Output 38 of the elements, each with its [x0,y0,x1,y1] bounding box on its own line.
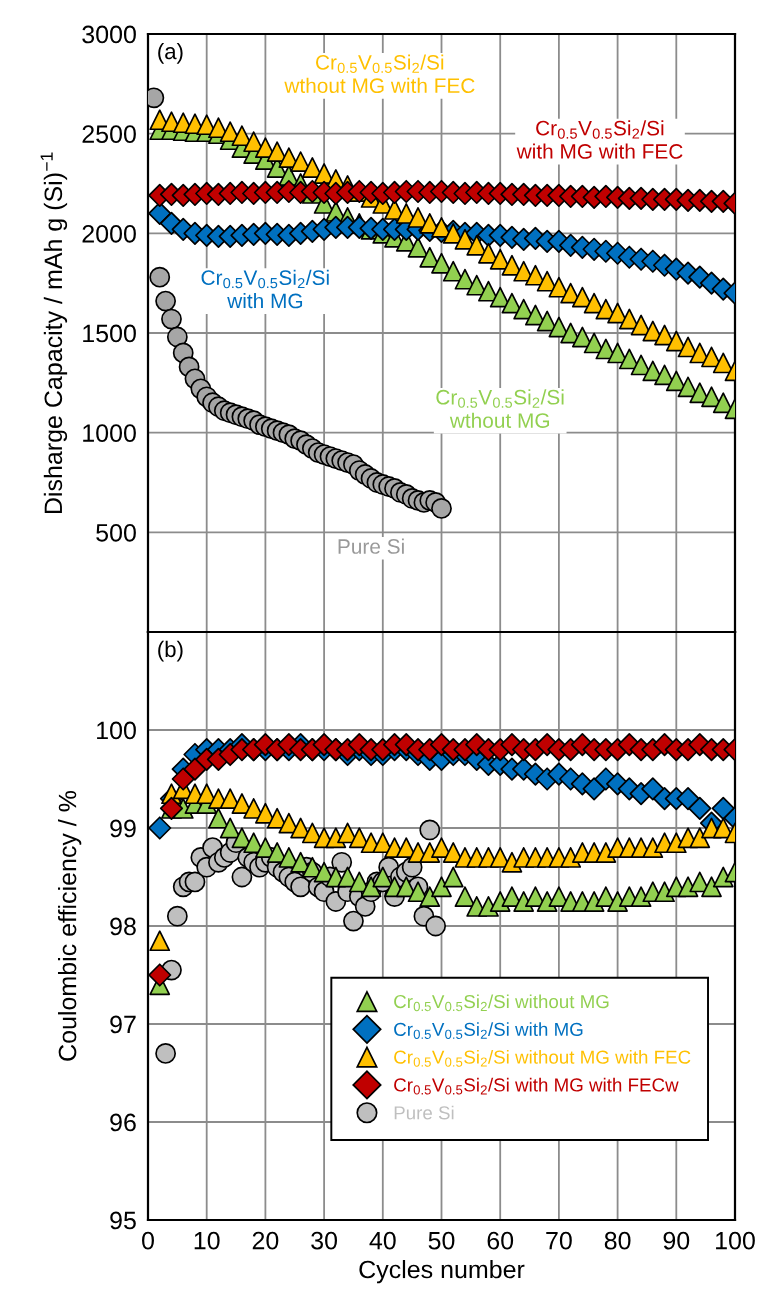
x-tick-label: 20 [252,1231,279,1250]
series-label: Pure Si [338,538,404,554]
y-tick-label: 99 [110,819,136,838]
y-tick-label: 1500 [83,324,136,343]
y-axis-title: Coulombic efficiency / % [57,790,82,1061]
y-tick-label: 1000 [83,424,136,442]
y-tick-label: 2500 [82,125,136,143]
x-tick-label: 40 [369,1231,396,1250]
text: Cr$_{0.5}$V$_{0.5}$Si$_{2}$/Si wthout MG with FEC [284,54,475,94]
x-tick-label: 100 [716,1231,755,1250]
annotation: (a) [158,42,183,64]
legend-label: Cr$_{0.5}$V$_{0.5}$Si$_{2}$/Si with MG [394,1022,583,1039]
x-tick-label: 80 [604,1231,631,1250]
legend-label: Pure Si [394,1105,454,1120]
legend-label: Cr$_{0.5}$V$_{0.5}$Si$_{2}$/Si without MG with FEC [394,1050,691,1067]
x-tick-label: 10 [194,1231,220,1250]
x-tick-label: 0 [142,1231,154,1250]
series-label: Cr$_{0.5}$V$_{0.5}$Si$_{2}$/Si with MG with FEC [516,120,683,159]
x-tick-label: 90 [663,1231,690,1250]
y-tick-label: 500 [96,523,136,542]
y-axis-title: Disharge Capacity / mAh g (Si)$^{−1}$ [40,152,68,514]
y-tick-label: 3000 [82,25,136,44]
y-tick-label: 96 [110,1113,136,1132]
legend-label: Cr$_{0.5}$V$_{0.5}$Si$_{2}$/Si without MG [394,994,609,1012]
x-tick-label: 70 [546,1231,572,1250]
x-tick-label: 60 [487,1231,514,1250]
y-tick-label: 100 [97,721,136,740]
x-tick-label: 50 [428,1231,455,1250]
y-tick-label: 98 [110,917,136,936]
series-label: Cr$_{0.5}$V$_{0.5}$Si$_{2}$/Si with MG [201,269,329,309]
y-tick-label: 2000 [82,224,136,243]
y-tick-label: 97 [110,1015,136,1034]
y-tick-label: 95 [110,1211,136,1230]
legend-label: Cr$_{0.5}$V$_{0.5}$Si$_{2}$/Si with MG with FECw [394,1077,679,1095]
text: Cr$_{0.5}$V$_{0.5}$Si$_{2}$/Si wthout MG [436,389,564,428]
x-tick-label: 30 [311,1231,338,1250]
annotation: (b) [158,640,183,662]
x-axis-title: Cycles number [359,1259,525,1284]
